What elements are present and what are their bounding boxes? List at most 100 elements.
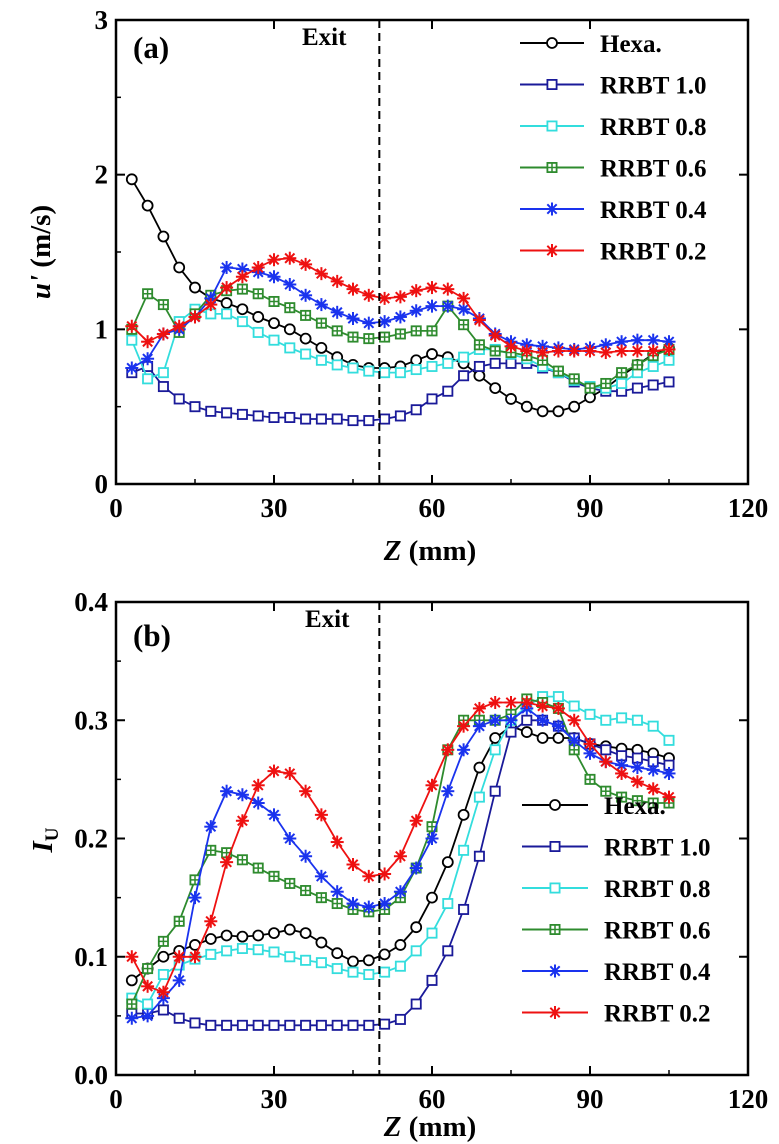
data-point — [284, 877, 296, 889]
legend-label: RRBT 0.6 — [600, 156, 707, 183]
data-point — [520, 344, 534, 358]
data-point — [363, 333, 375, 345]
data-point — [473, 360, 485, 372]
data-point — [347, 1019, 359, 1031]
data-point — [583, 737, 597, 751]
data-point — [204, 298, 218, 312]
data-point — [646, 763, 660, 777]
data-point — [252, 326, 264, 338]
data-point — [473, 850, 485, 862]
data-point — [600, 785, 612, 797]
data-point — [363, 415, 375, 427]
data-point — [235, 788, 249, 802]
data-point — [457, 743, 471, 757]
data-point — [426, 348, 438, 360]
data-point — [205, 1019, 217, 1031]
data-point — [315, 957, 327, 969]
data-point — [157, 367, 169, 379]
data-point — [426, 325, 438, 337]
data-point — [220, 281, 234, 295]
data-point — [157, 935, 169, 947]
legend-marker — [548, 964, 562, 978]
data-point — [473, 791, 485, 803]
data-point — [346, 897, 360, 911]
data-point — [173, 915, 185, 927]
exit-label: Exit — [302, 24, 347, 51]
data-point — [489, 382, 502, 395]
data-point — [536, 713, 550, 727]
data-point — [157, 1004, 169, 1016]
data-point — [268, 295, 280, 307]
x-tick-label: 60 — [419, 493, 446, 523]
legend-item: RRBT 0.4 — [522, 959, 711, 986]
legend-marker — [548, 1006, 562, 1019]
data-point — [220, 297, 233, 309]
data-point — [346, 282, 360, 296]
data-point — [236, 408, 248, 420]
data-point — [188, 310, 202, 324]
data-point — [236, 1019, 248, 1031]
data-point — [315, 354, 327, 366]
data-point — [157, 950, 170, 963]
legend-marker — [549, 882, 561, 894]
legend-label: RRBT 0.4 — [604, 959, 711, 986]
data-point — [251, 778, 265, 792]
data-point — [378, 948, 391, 961]
data-point — [410, 325, 422, 337]
y-tick-label: 0.1 — [74, 942, 108, 972]
data-point — [204, 914, 218, 928]
data-point — [300, 1019, 312, 1031]
data-point — [616, 712, 628, 724]
data-point — [236, 316, 248, 328]
legend-label: Hexa. — [600, 31, 662, 58]
series-rrbt-1-0 — [126, 357, 675, 427]
data-point — [646, 782, 660, 796]
data-point — [600, 744, 612, 756]
data-point — [331, 1019, 343, 1031]
data-point — [314, 298, 328, 312]
series-rrbt-0-4 — [125, 701, 676, 1025]
data-point — [236, 283, 248, 295]
legend-label: Hexa. — [604, 793, 666, 820]
data-point — [584, 382, 596, 394]
data-point — [457, 719, 471, 733]
data-point — [663, 354, 675, 366]
data-point — [363, 968, 375, 980]
data-point — [220, 784, 234, 798]
x-axis-label: Z (mm) — [383, 1111, 477, 1143]
data-point — [267, 270, 281, 284]
series-hexa- — [125, 720, 675, 987]
data-point — [615, 766, 629, 780]
data-point — [394, 1013, 406, 1025]
data-point — [631, 359, 643, 371]
y-axis-label: IU — [27, 827, 63, 853]
data-point — [663, 734, 675, 746]
y-axis-label-symbol: I — [27, 840, 59, 854]
data-point — [584, 773, 596, 785]
legend-item: RRBT 1.0 — [520, 73, 707, 100]
data-point — [394, 367, 406, 379]
data-point — [173, 393, 185, 405]
data-point — [410, 998, 422, 1010]
data-point — [615, 344, 629, 358]
data-point — [379, 966, 391, 978]
data-point — [504, 713, 518, 727]
data-point — [300, 954, 312, 966]
y-tick-label: 0.3 — [74, 705, 108, 735]
data-point — [173, 1012, 185, 1024]
data-point — [268, 334, 280, 346]
data-point — [331, 947, 344, 960]
data-point — [394, 960, 406, 972]
data-point — [457, 808, 470, 821]
exit-label: Exit — [305, 606, 350, 633]
data-point — [551, 344, 565, 358]
data-point — [205, 844, 217, 856]
data-point — [315, 892, 327, 904]
series-rrbt-0-8 — [126, 691, 675, 1010]
data-point — [173, 261, 186, 274]
data-point — [488, 713, 502, 727]
data-point — [472, 701, 486, 715]
data-point — [458, 319, 470, 331]
data-point — [157, 381, 169, 393]
data-point — [410, 945, 422, 957]
